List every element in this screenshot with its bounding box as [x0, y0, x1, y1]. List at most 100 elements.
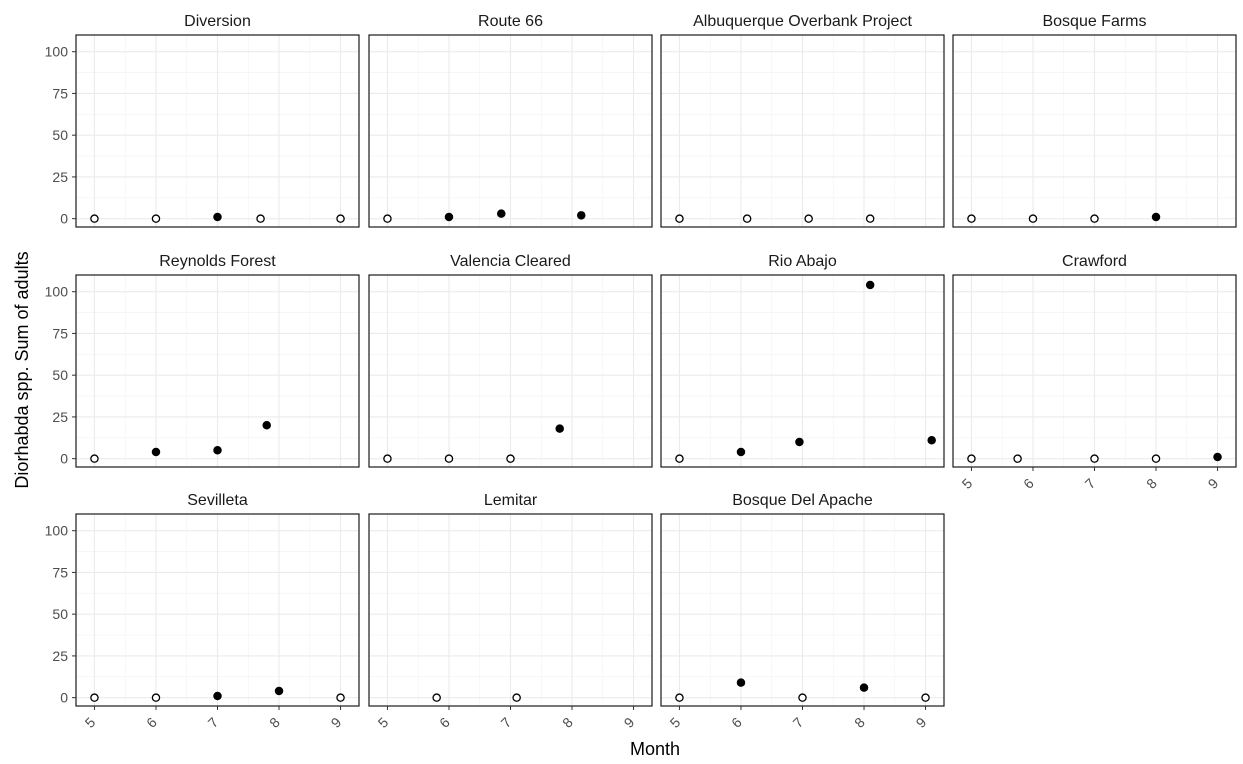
x-tick-label: 7 — [205, 714, 222, 731]
data-point-filled — [497, 209, 506, 218]
data-point-open — [444, 454, 454, 463]
data-point-open — [1090, 214, 1099, 223]
x-tick-label: 7 — [790, 714, 807, 731]
panel-border — [368, 274, 653, 468]
data-point-open — [967, 454, 976, 463]
panel-border — [75, 274, 360, 468]
y-tick-label: 0 — [60, 451, 68, 467]
x-axis-title: Month — [630, 739, 680, 759]
facet-title: Route 66 — [478, 13, 543, 30]
x-tick-label: 5 — [667, 714, 684, 731]
data-point-open — [1090, 454, 1099, 463]
y-tick-label: 0 — [60, 211, 68, 227]
x-tick-label: 5 — [959, 475, 976, 492]
data-point-open — [512, 693, 521, 702]
facet-panel: Bosque Del Apache 5 6 7 8 9 — [660, 492, 945, 731]
panel-border — [660, 34, 945, 228]
data-point-open — [336, 214, 345, 223]
facet-title: Albuquerque Overbank Project — [693, 13, 912, 30]
y-tick-label: 25 — [52, 648, 68, 664]
y-tick-label: 75 — [52, 325, 68, 341]
x-tick-label: 5 — [82, 714, 99, 731]
data-point-open — [383, 214, 392, 223]
data-point-filled — [927, 436, 936, 445]
data-point-open — [675, 454, 684, 463]
y-tick-label: 25 — [52, 169, 68, 185]
data-point-filled — [555, 424, 564, 433]
data-point-filled — [444, 212, 454, 222]
x-tick-label: 6 — [1020, 475, 1037, 492]
facet-title: Diversion — [184, 13, 251, 30]
y-tick-label: 50 — [52, 606, 68, 622]
data-point-filled — [151, 447, 161, 457]
y-tick-label: 0 — [60, 690, 68, 706]
y-tick-label: 25 — [52, 409, 68, 425]
facet-panel: Lemitar 5 6 7 8 9 — [368, 492, 653, 731]
data-point-filled — [865, 280, 875, 290]
x-tick-label: 8 — [559, 714, 576, 731]
x-tick-label: 9 — [1205, 475, 1222, 492]
data-point-open — [432, 693, 441, 702]
facet-title: Crawford — [1062, 253, 1127, 270]
facet-title: Bosque Farms — [1042, 13, 1146, 30]
x-tick-label: 7 — [1082, 475, 1099, 492]
data-point-filled — [795, 437, 804, 447]
data-point-filled — [262, 421, 271, 430]
facet-title: Rio Abajo — [768, 253, 837, 270]
data-point-open — [742, 214, 752, 223]
data-point-open — [383, 454, 392, 463]
data-point-filled — [736, 678, 746, 687]
panel-border — [660, 274, 945, 468]
data-point-open — [675, 693, 684, 702]
data-point-filled — [1151, 212, 1161, 222]
data-point-open — [865, 214, 875, 223]
data-point-filled — [859, 683, 869, 692]
data-point-open — [90, 693, 99, 702]
y-axis-title: Diorhabda spp. Sum of adults — [12, 251, 32, 488]
facet-panel: Crawford 5 6 7 8 9 — [952, 253, 1237, 492]
x-tick-label: 6 — [728, 714, 745, 731]
data-point-open — [967, 214, 976, 223]
x-tick-label: 9 — [328, 714, 345, 731]
data-point-filled — [577, 211, 586, 220]
facet-panel: Sevilleta 0 25 50 75 100 5 6 7 8 9 — [45, 492, 360, 731]
y-tick-label: 50 — [52, 127, 68, 143]
x-tick-label: 9 — [913, 714, 930, 731]
facet-title: Bosque Del Apache — [732, 492, 873, 509]
y-tick-label: 50 — [52, 367, 68, 383]
x-tick-label: 8 — [1143, 475, 1160, 492]
data-point-open — [675, 214, 684, 223]
data-point-filled — [213, 691, 222, 701]
data-point-open — [256, 214, 265, 223]
data-point-filled — [1213, 452, 1222, 462]
data-point-open — [90, 454, 99, 463]
facet-title: Sevilleta — [187, 492, 248, 509]
facet-panel: Rio Abajo — [660, 253, 945, 468]
facet-title: Valencia Cleared — [450, 253, 571, 270]
x-tick-label: 5 — [375, 714, 392, 731]
y-tick-label: 75 — [52, 564, 68, 580]
y-tick-label: 100 — [45, 284, 69, 300]
x-tick-label: 9 — [621, 714, 638, 731]
panel-border — [368, 34, 653, 228]
data-point-open — [1013, 454, 1022, 463]
data-point-open — [336, 693, 345, 702]
data-point-open — [1028, 214, 1038, 223]
data-point-filled — [213, 212, 222, 222]
data-point-filled — [274, 686, 284, 696]
data-point-open — [151, 693, 161, 702]
data-point-open — [151, 214, 161, 223]
y-tick-label: 75 — [52, 85, 68, 101]
data-point-filled — [736, 447, 746, 457]
x-tick-label: 8 — [266, 714, 283, 731]
data-point-open — [1151, 454, 1161, 463]
panel-border — [75, 34, 360, 228]
data-point-open — [798, 693, 807, 702]
facet-panel: Reynolds Forest 0 25 50 75 100 — [45, 253, 360, 468]
x-tick-label: 8 — [851, 714, 868, 731]
y-tick-label: 100 — [45, 44, 69, 60]
data-point-open — [921, 693, 930, 702]
facet-panel: Diversion 0 25 50 75 100 — [45, 13, 360, 228]
